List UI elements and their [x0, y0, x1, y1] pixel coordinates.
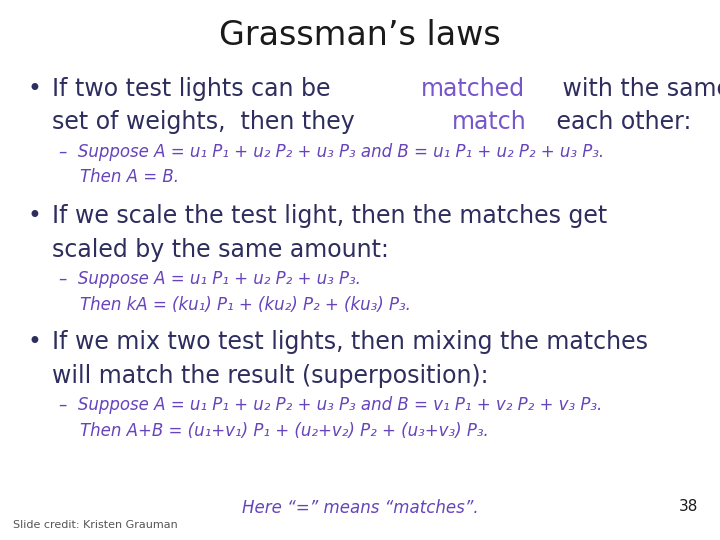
Text: –  Suppose A = u₁ P₁ + u₂ P₂ + u₃ P₃ and B = v₁ P₁ + v₂ P₂ + v₃ P₃.: – Suppose A = u₁ P₁ + u₂ P₂ + u₃ P₃ and …: [59, 396, 603, 414]
Text: scaled by the same amount:: scaled by the same amount:: [52, 238, 389, 261]
Text: set of weights,  then they: set of weights, then they: [52, 110, 362, 134]
Text: will match the result (superposition):: will match the result (superposition):: [52, 364, 488, 388]
Text: Here “=” means “matches”.: Here “=” means “matches”.: [242, 500, 478, 517]
Text: Then A+B = (u₁+v₁) P₁ + (u₂+v₂) P₂ + (u₃+v₃) P₃.: Then A+B = (u₁+v₁) P₁ + (u₂+v₂) P₂ + (u₃…: [59, 422, 489, 440]
Text: 38: 38: [679, 499, 698, 514]
Text: •: •: [27, 204, 41, 228]
Text: each other:: each other:: [549, 110, 691, 134]
Text: matched: matched: [421, 77, 525, 100]
Text: with the same: with the same: [555, 77, 720, 100]
Text: If we mix two test lights, then mixing the matches: If we mix two test lights, then mixing t…: [52, 330, 648, 354]
Text: Then kA = (ku₁) P₁ + (ku₂) P₂ + (ku₃) P₃.: Then kA = (ku₁) P₁ + (ku₂) P₂ + (ku₃) P₃…: [59, 296, 411, 314]
Text: Grassman’s laws: Grassman’s laws: [219, 19, 501, 52]
Text: If two test lights can be: If two test lights can be: [52, 77, 338, 100]
Text: If we scale the test light, then the matches get: If we scale the test light, then the mat…: [52, 204, 607, 228]
Text: Slide credit: Kristen Grauman: Slide credit: Kristen Grauman: [13, 520, 178, 530]
Text: –  Suppose A = u₁ P₁ + u₂ P₂ + u₃ P₃.: – Suppose A = u₁ P₁ + u₂ P₂ + u₃ P₃.: [59, 270, 361, 288]
Text: •: •: [27, 77, 41, 100]
Text: •: •: [27, 330, 41, 354]
Text: –  Suppose A = u₁ P₁ + u₂ P₂ + u₃ P₃ and B = u₁ P₁ + u₂ P₂ + u₃ P₃.: – Suppose A = u₁ P₁ + u₂ P₂ + u₃ P₃ and …: [59, 143, 604, 160]
Text: match: match: [452, 110, 527, 134]
Text: Then A = B.: Then A = B.: [59, 168, 179, 186]
